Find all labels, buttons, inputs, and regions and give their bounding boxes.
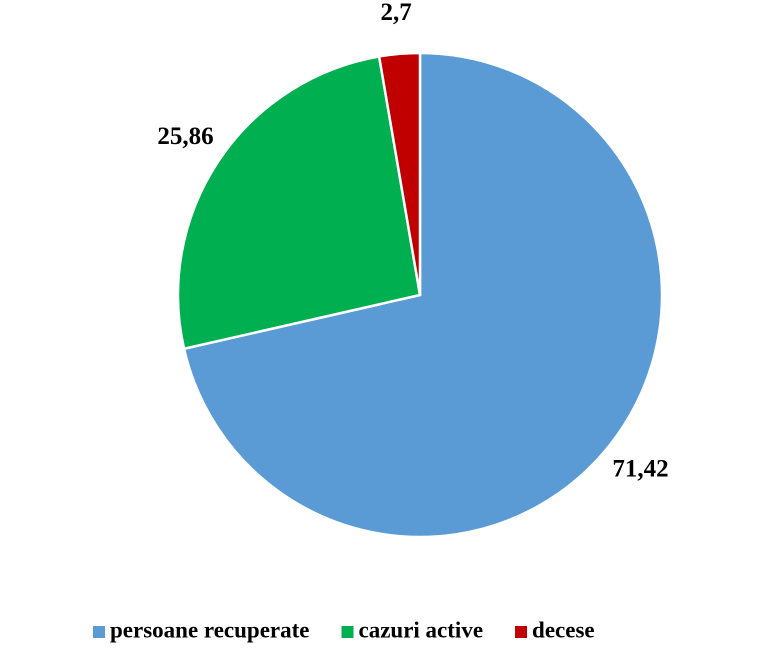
legend-swatch [93, 626, 105, 638]
legend-swatch [515, 626, 528, 638]
pie-slice [182, 51, 664, 539]
pie-slice [377, 51, 422, 296]
data-label: 25,86 [157, 123, 213, 150]
legend-swatch [341, 626, 354, 638]
pie-slice [176, 55, 422, 351]
data-label: 71,42 [612, 456, 668, 483]
legend-label: decese [532, 617, 595, 642]
legend-label: cazuri active [359, 617, 484, 642]
legend-label: persoane recuperate [110, 617, 310, 642]
data-label: 2,7 [380, 0, 411, 26]
